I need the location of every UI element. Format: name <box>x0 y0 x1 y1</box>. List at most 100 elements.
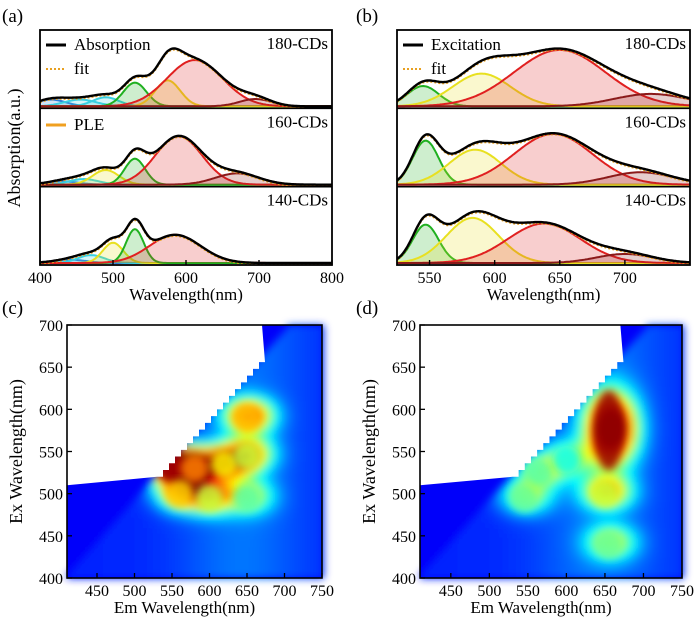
heatmap-cell <box>660 375 666 382</box>
heatmap-cell <box>581 491 588 498</box>
heatmap-cell <box>452 552 458 559</box>
heatmap-cell <box>572 552 578 559</box>
heatmap-cell <box>669 400 675 407</box>
heatmap-cell <box>260 507 266 513</box>
heatmap-cell <box>269 522 275 528</box>
heatmap-cell <box>274 436 280 442</box>
heatmap-cell <box>433 557 440 564</box>
heatmap-cell <box>107 532 113 539</box>
y-tick-label: 600 <box>39 402 63 419</box>
heatmap-cell <box>581 476 588 483</box>
heatmap-cell <box>558 567 564 574</box>
heatmap-cell <box>655 481 662 488</box>
heatmap-cell <box>507 481 514 488</box>
heatmap-cell <box>480 567 486 574</box>
heatmap-cell <box>305 446 311 453</box>
heatmap-cell <box>296 456 302 463</box>
heatmap-cell <box>498 502 504 508</box>
heatmap-cell <box>292 405 298 412</box>
heatmap-cell <box>296 340 302 346</box>
heatmap-cell <box>646 552 652 559</box>
heatmap-cell <box>283 562 289 569</box>
heatmap-cell <box>563 491 569 498</box>
heatmap-cell <box>296 416 302 422</box>
heatmap-cell <box>586 476 592 483</box>
heatmap-cell <box>238 522 244 528</box>
heatmap-cell <box>292 426 298 432</box>
heatmap-cell <box>292 532 298 539</box>
heatmap-cell <box>305 340 311 346</box>
heatmap-cell <box>595 466 601 473</box>
heatmap-cell <box>274 527 280 534</box>
heatmap-cell <box>197 517 203 523</box>
heatmap-cell <box>628 345 634 351</box>
x-tick-label: 500 <box>101 270 125 287</box>
heatmap-cell <box>211 451 217 458</box>
heatmap-cell <box>202 557 208 564</box>
heatmap-cell <box>287 562 293 569</box>
heatmap-cell <box>493 497 500 503</box>
heatmap-cell <box>674 325 680 331</box>
heatmap-cell <box>651 416 657 422</box>
heatmap-cell <box>229 441 235 448</box>
heatmap-peak <box>195 483 224 512</box>
heatmap-cell <box>242 385 248 392</box>
heatmap-cell <box>493 552 500 559</box>
heatmap-cell <box>591 552 597 559</box>
heatmap-cell <box>157 537 163 544</box>
heatmap-cell <box>632 350 638 356</box>
heatmap-cell <box>470 547 477 554</box>
heatmap-cell <box>157 567 163 574</box>
heatmap-cell <box>586 562 592 569</box>
heatmap-cell <box>197 567 203 574</box>
heatmap-cell <box>665 456 671 463</box>
heatmap-cell <box>604 385 611 392</box>
heatmap-cell <box>669 542 675 549</box>
heatmap-cell <box>278 562 284 569</box>
heatmap-cell <box>669 522 675 528</box>
heatmap-cell <box>646 330 652 336</box>
heatmap-cell <box>251 375 257 382</box>
heatmap-cell <box>292 507 298 513</box>
heatmap-cell <box>238 547 244 554</box>
heatmap-cell <box>637 400 643 407</box>
heatmap-cell <box>577 441 583 448</box>
heatmap-cell <box>581 486 588 493</box>
heatmap-cell <box>641 466 648 473</box>
heatmap-cell <box>229 562 235 569</box>
heatmap-cell <box>669 572 675 579</box>
x-tick-label: 700 <box>613 270 637 287</box>
heatmap-cell <box>637 380 643 387</box>
heatmap-cell <box>310 491 316 498</box>
heatmap-cell <box>651 380 657 387</box>
heatmap-cell <box>660 497 666 503</box>
heatmap-cell <box>581 532 588 539</box>
heatmap-cell <box>238 390 244 397</box>
heatmap-cell <box>184 547 190 554</box>
heatmap-cell <box>193 446 199 453</box>
heatmap-cell <box>443 562 449 569</box>
subplot-label: 140-CDs <box>625 191 686 210</box>
heatmap-cell <box>512 476 518 483</box>
heatmap-cell <box>143 552 149 559</box>
heatmap-cell <box>655 385 662 392</box>
heatmap-cell <box>206 517 212 523</box>
heatmap-cell <box>572 517 578 523</box>
heatmap-cell <box>310 395 316 402</box>
heatmap-cell <box>609 557 615 564</box>
heatmap-cell <box>116 547 122 554</box>
heatmap-cell <box>256 476 262 483</box>
heatmap-cell <box>651 446 657 453</box>
heatmap-cell <box>609 471 615 478</box>
heatmap-cell <box>572 522 578 528</box>
heatmap-cell <box>224 547 230 554</box>
heatmap-cell <box>193 436 199 442</box>
heatmap-cell <box>269 562 275 569</box>
heatmap-cell <box>674 466 680 473</box>
heatmap-cell <box>503 562 509 569</box>
heatmap-cell <box>512 527 518 534</box>
heatmap-cell <box>161 552 167 559</box>
heatmap-cell <box>197 532 203 539</box>
heatmap-cell <box>475 517 481 523</box>
heatmap-cell <box>623 481 629 488</box>
